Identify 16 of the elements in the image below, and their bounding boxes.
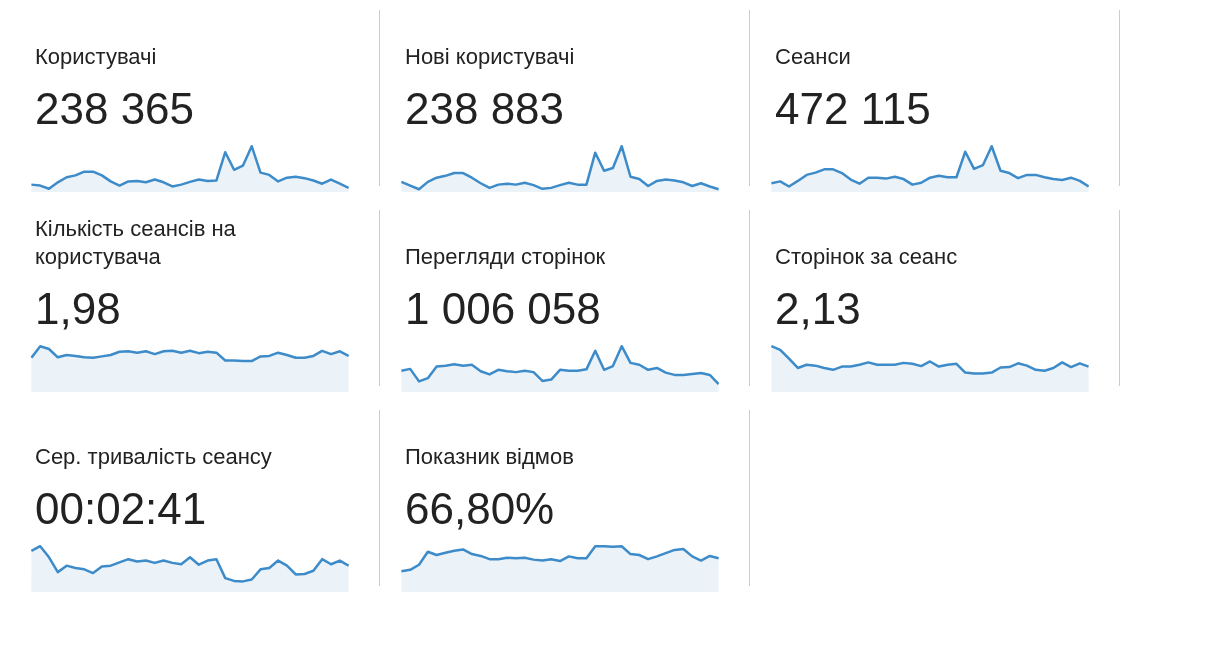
chart-title: Сер. тривалість сеансу	[35, 443, 272, 471]
chart-subtitle: 472 115	[775, 83, 931, 135]
chart-title: Сторінок за сеанс	[775, 243, 958, 271]
chart-subtitle: 1,98	[35, 283, 121, 335]
chart-title: Кількість сеансів на користувача	[35, 215, 237, 271]
chart-title: Сеанси	[775, 43, 851, 71]
chart-title: Перегляди сторінок	[405, 243, 606, 271]
chart-subtitle: 238 365	[35, 83, 195, 135]
chart-subtitle: 2,13	[775, 283, 861, 335]
chart-title: Нові користувачі	[405, 43, 575, 71]
chart-subtitle: 1 006 058	[405, 283, 601, 335]
chart-title: Користувачі	[35, 43, 157, 71]
chart-title: Показник відмов	[405, 443, 574, 471]
chart-subtitle: 238 883	[405, 83, 565, 135]
chart-subtitle: 66,80%	[405, 483, 555, 535]
chart-subtitle: 00:02:41	[35, 483, 207, 535]
